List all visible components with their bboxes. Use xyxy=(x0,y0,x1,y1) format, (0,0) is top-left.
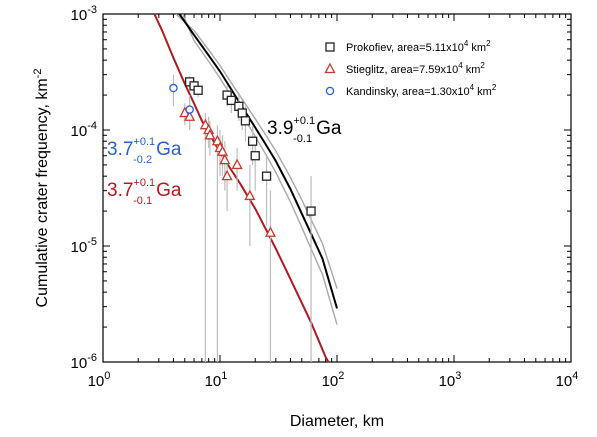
x-tick-label: 104 xyxy=(556,370,579,390)
x-axis-title: Diameter, km xyxy=(290,413,384,430)
stieglitz-marker xyxy=(204,128,216,140)
prokofiev-marker xyxy=(226,95,236,106)
x-tick-label: 103 xyxy=(439,370,462,390)
x-tick-label: 102 xyxy=(322,370,345,390)
y-tick-label: 10-5 xyxy=(71,236,97,256)
y-axis-title-text: Cumulative crater frequency, km xyxy=(34,78,51,307)
prokofiev-marker xyxy=(250,151,260,161)
age-annotation: 3.7+0.1 -0.2 Ga xyxy=(107,136,182,166)
stieglitz-marker xyxy=(216,145,229,156)
stieglitz-marker xyxy=(184,110,196,121)
y-tick-label: 10-4 xyxy=(71,120,97,140)
legend: Prokofiev, area=5.11x104 km2 Stieglitz, a… xyxy=(324,39,497,98)
stieglitz-marker xyxy=(231,158,243,170)
prokofiev-marker xyxy=(240,116,251,126)
legend-marker-stieglitz xyxy=(324,62,336,74)
stieglitz-marker xyxy=(219,153,231,165)
stieglitz-marker xyxy=(221,169,233,181)
stieglitz-marker xyxy=(244,189,256,201)
y-axis-title-group: Cumulative crater frequency, km-2 xyxy=(32,69,51,308)
axis-ticks xyxy=(102,14,571,363)
age-annotation: 3.7+0.1 -0.1 Ga xyxy=(107,177,182,207)
fit-bounds xyxy=(175,14,338,325)
fit-curve-0 xyxy=(178,14,338,309)
prokofiev-marker xyxy=(306,206,316,216)
prokofiev-marker xyxy=(247,136,258,146)
kandinsky-marker xyxy=(169,83,178,93)
legend-label-stieglitz: Stieglitz, area=7.59x104 km2 xyxy=(346,61,485,76)
stieglitz-marker xyxy=(264,226,277,237)
fit-lower-bound xyxy=(182,14,338,325)
legend-label-prokofiev: Prokofiev, area=5.11x104 km2 xyxy=(346,39,491,54)
x-tick-label: 100 xyxy=(88,370,111,390)
legend-marker-kandinsky xyxy=(325,86,335,96)
tick-labels: 100 101 102 103 104 10-6 10-5 10-4 10-3 xyxy=(71,4,579,390)
y-axis-title: Cumulative crater frequency, km-2 xyxy=(32,69,51,308)
age-annotation: 3.9+0.1 -0.1 Ga xyxy=(267,115,342,145)
prokofiev-marker xyxy=(237,108,247,118)
prokofiev-marker xyxy=(193,85,203,95)
x-tick-label: 101 xyxy=(205,370,228,390)
y-tick-label: 10-6 xyxy=(71,352,97,372)
fit-upper-bound xyxy=(175,14,338,289)
prokofiev-marker xyxy=(261,171,272,181)
plot-frame xyxy=(102,13,572,363)
kandinsky-marker xyxy=(185,105,194,114)
data-markers xyxy=(169,77,316,237)
legend-marker-prokofiev xyxy=(325,42,335,52)
age-label: 3.9+0.1 -0.1 Ga xyxy=(267,115,342,145)
y-axis-title-sup: -2 xyxy=(32,69,44,79)
age-label: 3.7+0.1 -0.2 Ga xyxy=(107,136,182,166)
legend-label-kandinsky: Kandinsky, area=1.30x104 km2 xyxy=(346,83,497,98)
age-label: 3.7+0.1 -0.1 Ga xyxy=(107,177,182,207)
y-tick-label: 10-3 xyxy=(71,4,97,24)
age-annotations: 3.9+0.1 -0.1 Ga 3.7+0.1 -0.1 Ga 3.7+0.1 -0.2 Ga xyxy=(107,115,342,207)
